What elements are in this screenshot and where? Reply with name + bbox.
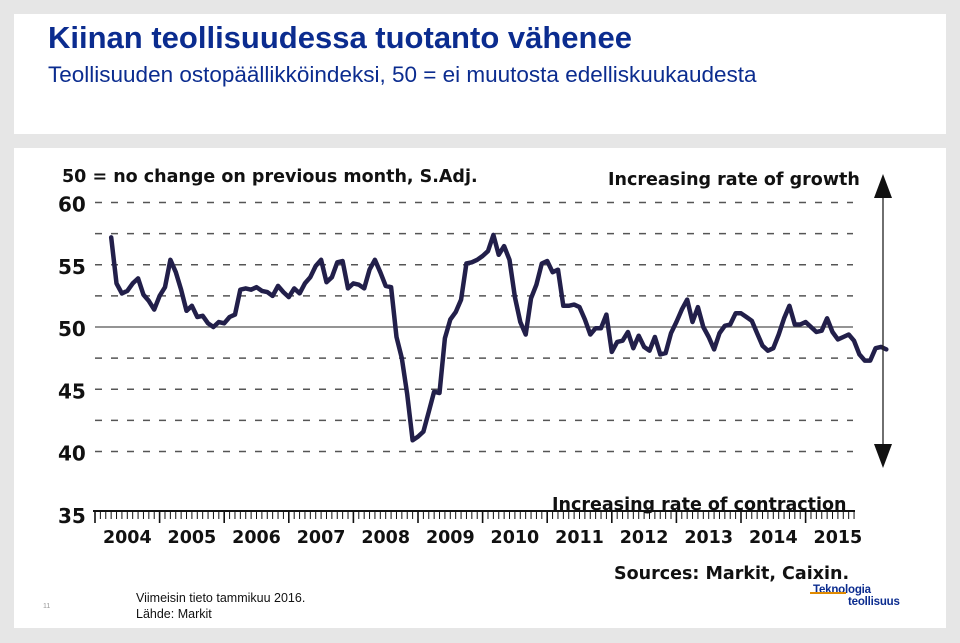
source-note: Lähde: Markit: [136, 607, 212, 621]
x-tick-label: 2004: [103, 528, 152, 548]
x-tick-label: 2013: [684, 528, 733, 548]
header-panel: Kiinan teollisuudessa tuotanto vähenee T…: [14, 14, 946, 134]
y-tick-label: 45: [58, 379, 86, 403]
x-tick-label: 2010: [491, 528, 540, 548]
x-axis: 2004 2005 2006 2007 2008 2009 2010 2011 2012 2013…: [93, 510, 863, 548]
pmi-series-line: [108, 232, 889, 443]
source-label: Sources: Markit, Caixin.: [614, 564, 849, 584]
growth-label: Increasing rate of growth: [608, 170, 860, 190]
x-tick-label: 2008: [361, 528, 410, 548]
y-tick-label: 40: [58, 442, 86, 466]
contraction-label: Increasing rate of contraction: [552, 495, 847, 515]
pmi-line-chart: 35 40 45 50 55 60 2004 2005 2006 2007 2008 2009 201…: [58, 167, 892, 584]
double-arrow: [874, 174, 892, 468]
logo-text-line2: teollisuus: [848, 596, 900, 608]
x-tick-label: 2014: [749, 528, 798, 548]
arrow-head-down: [874, 444, 892, 468]
slide-number: 11: [43, 603, 51, 610]
y-tick-label: 55: [58, 255, 86, 279]
teknologiateollisuus-logo: Teknologia teollisuus: [810, 584, 920, 610]
latest-data-note: Viimeisin tieto tammikuu 2016.: [136, 591, 306, 605]
x-tick-label: 2007: [297, 528, 346, 548]
chart-header-note: 50 = no change on previous month, S.Adj.: [62, 167, 478, 187]
y-tick-label: 50: [58, 317, 86, 341]
chart-panel: 35 40 45 50 55 60 2004 2005 2006 2007 2008 2009 201…: [14, 148, 946, 628]
logo-mark: [810, 592, 846, 594]
y-axis: 35 40 45 50 55 60: [58, 193, 86, 528]
x-tick-label: 2005: [168, 528, 217, 548]
x-tick-label: 2011: [555, 528, 604, 548]
logo-text-line1: Teknologia: [813, 584, 871, 596]
x-tick-label: 2015: [814, 528, 863, 548]
y-tick-label: 60: [58, 193, 86, 217]
x-tick-label: 2012: [620, 528, 669, 548]
series-layer: [108, 232, 889, 443]
x-tick-label: 2006: [232, 528, 281, 548]
y-tick-label: 35: [58, 504, 86, 528]
x-tick-label: 2009: [426, 528, 475, 548]
slide-subtitle: Teollisuuden ostopäällikköindeksi, 50 = …: [48, 62, 757, 87]
footer-note: Viimeisin tieto tammikuu 2016. Lähde: Ma…: [136, 590, 305, 622]
arrow-head-up: [874, 174, 892, 198]
slide-title: Kiinan teollisuudessa tuotanto vähenee: [48, 20, 632, 55]
